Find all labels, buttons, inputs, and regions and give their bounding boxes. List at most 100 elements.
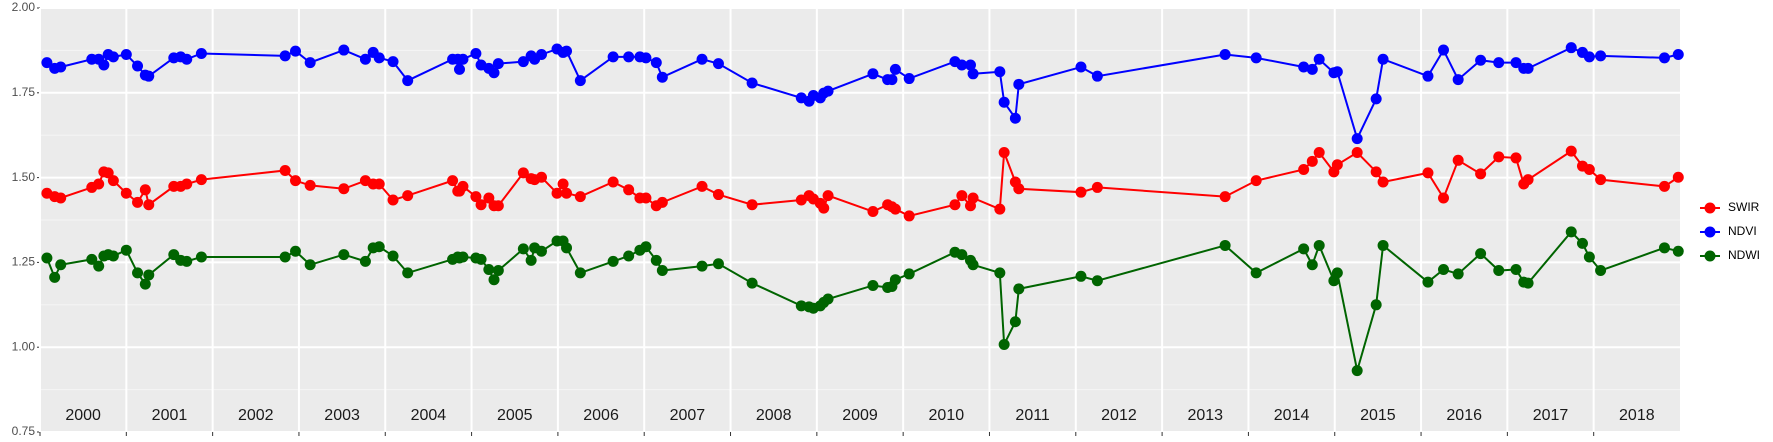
point xyxy=(561,242,573,254)
point xyxy=(656,71,668,83)
point xyxy=(181,255,193,267)
point xyxy=(623,51,635,63)
point xyxy=(1475,168,1487,180)
point xyxy=(535,48,547,60)
point xyxy=(867,68,879,80)
point xyxy=(1437,264,1449,276)
point xyxy=(488,67,500,79)
point xyxy=(574,191,586,203)
year-label: 2013 xyxy=(1187,407,1223,424)
point xyxy=(107,51,119,63)
point xyxy=(696,53,708,65)
year-label: 2016 xyxy=(1446,407,1482,424)
y-tick-label: 2.00 xyxy=(12,0,36,14)
year-label: 2002 xyxy=(238,407,274,424)
point xyxy=(1565,226,1577,238)
point xyxy=(102,167,114,179)
point xyxy=(903,73,915,85)
point xyxy=(1075,186,1087,198)
point xyxy=(387,194,399,206)
point xyxy=(289,245,301,257)
point xyxy=(1306,155,1318,167)
point xyxy=(41,252,53,264)
point xyxy=(402,190,414,202)
point xyxy=(949,199,961,211)
point xyxy=(574,267,586,279)
point xyxy=(387,56,399,68)
point xyxy=(607,176,619,188)
year-label: 2010 xyxy=(929,407,965,424)
point xyxy=(1219,239,1231,251)
point xyxy=(304,179,316,191)
point xyxy=(517,167,529,179)
point xyxy=(470,47,482,59)
point xyxy=(994,203,1006,215)
point xyxy=(470,191,482,203)
point xyxy=(574,75,586,87)
point xyxy=(998,146,1010,158)
point xyxy=(994,66,1006,78)
year-label: 2005 xyxy=(497,407,533,424)
point xyxy=(289,175,301,187)
point xyxy=(818,202,830,214)
point xyxy=(359,53,371,65)
point xyxy=(1522,174,1534,186)
point xyxy=(492,200,504,212)
point xyxy=(139,184,151,196)
point xyxy=(304,57,316,69)
point xyxy=(402,267,414,279)
point xyxy=(181,178,193,190)
point xyxy=(195,251,207,263)
point xyxy=(1313,53,1325,65)
point xyxy=(1583,163,1595,175)
point xyxy=(1250,175,1262,187)
legend-label: SWIR xyxy=(1728,200,1760,214)
year-label: 2006 xyxy=(583,407,619,424)
point xyxy=(107,250,119,262)
point xyxy=(1583,251,1595,263)
legend-label: NDWI xyxy=(1728,248,1760,262)
point xyxy=(746,199,758,211)
point xyxy=(453,63,465,75)
point xyxy=(55,61,67,73)
year-label: 2012 xyxy=(1101,407,1137,424)
point xyxy=(889,203,901,215)
point xyxy=(1013,183,1025,195)
point xyxy=(1377,239,1389,251)
y-tick-label: 0.75 xyxy=(12,424,36,438)
point xyxy=(338,44,350,56)
point xyxy=(1595,174,1607,186)
year-label: 2007 xyxy=(670,407,706,424)
point xyxy=(1422,70,1434,82)
point xyxy=(86,253,98,265)
point xyxy=(1219,48,1231,60)
point xyxy=(181,53,193,65)
point xyxy=(1091,181,1103,193)
point xyxy=(279,251,291,263)
point xyxy=(561,187,573,199)
point xyxy=(120,244,132,256)
point xyxy=(488,274,500,286)
point xyxy=(457,251,469,263)
point xyxy=(1298,243,1310,255)
year-label: 2000 xyxy=(65,407,101,424)
point xyxy=(1565,145,1577,157)
point xyxy=(1298,163,1310,175)
point xyxy=(1009,112,1021,124)
year-label: 2008 xyxy=(756,407,792,424)
point xyxy=(1672,245,1684,257)
point xyxy=(607,51,619,63)
point xyxy=(1658,180,1670,192)
year-label: 2003 xyxy=(324,407,360,424)
series-line xyxy=(45,230,1679,371)
year-label: 2015 xyxy=(1360,407,1396,424)
point xyxy=(289,45,301,57)
point xyxy=(889,63,901,75)
point xyxy=(1576,237,1588,249)
y-tick-label: 1.75 xyxy=(12,85,36,99)
point xyxy=(650,254,662,266)
point xyxy=(822,293,834,305)
point xyxy=(1377,53,1389,65)
point xyxy=(120,187,132,199)
point xyxy=(1658,52,1670,64)
